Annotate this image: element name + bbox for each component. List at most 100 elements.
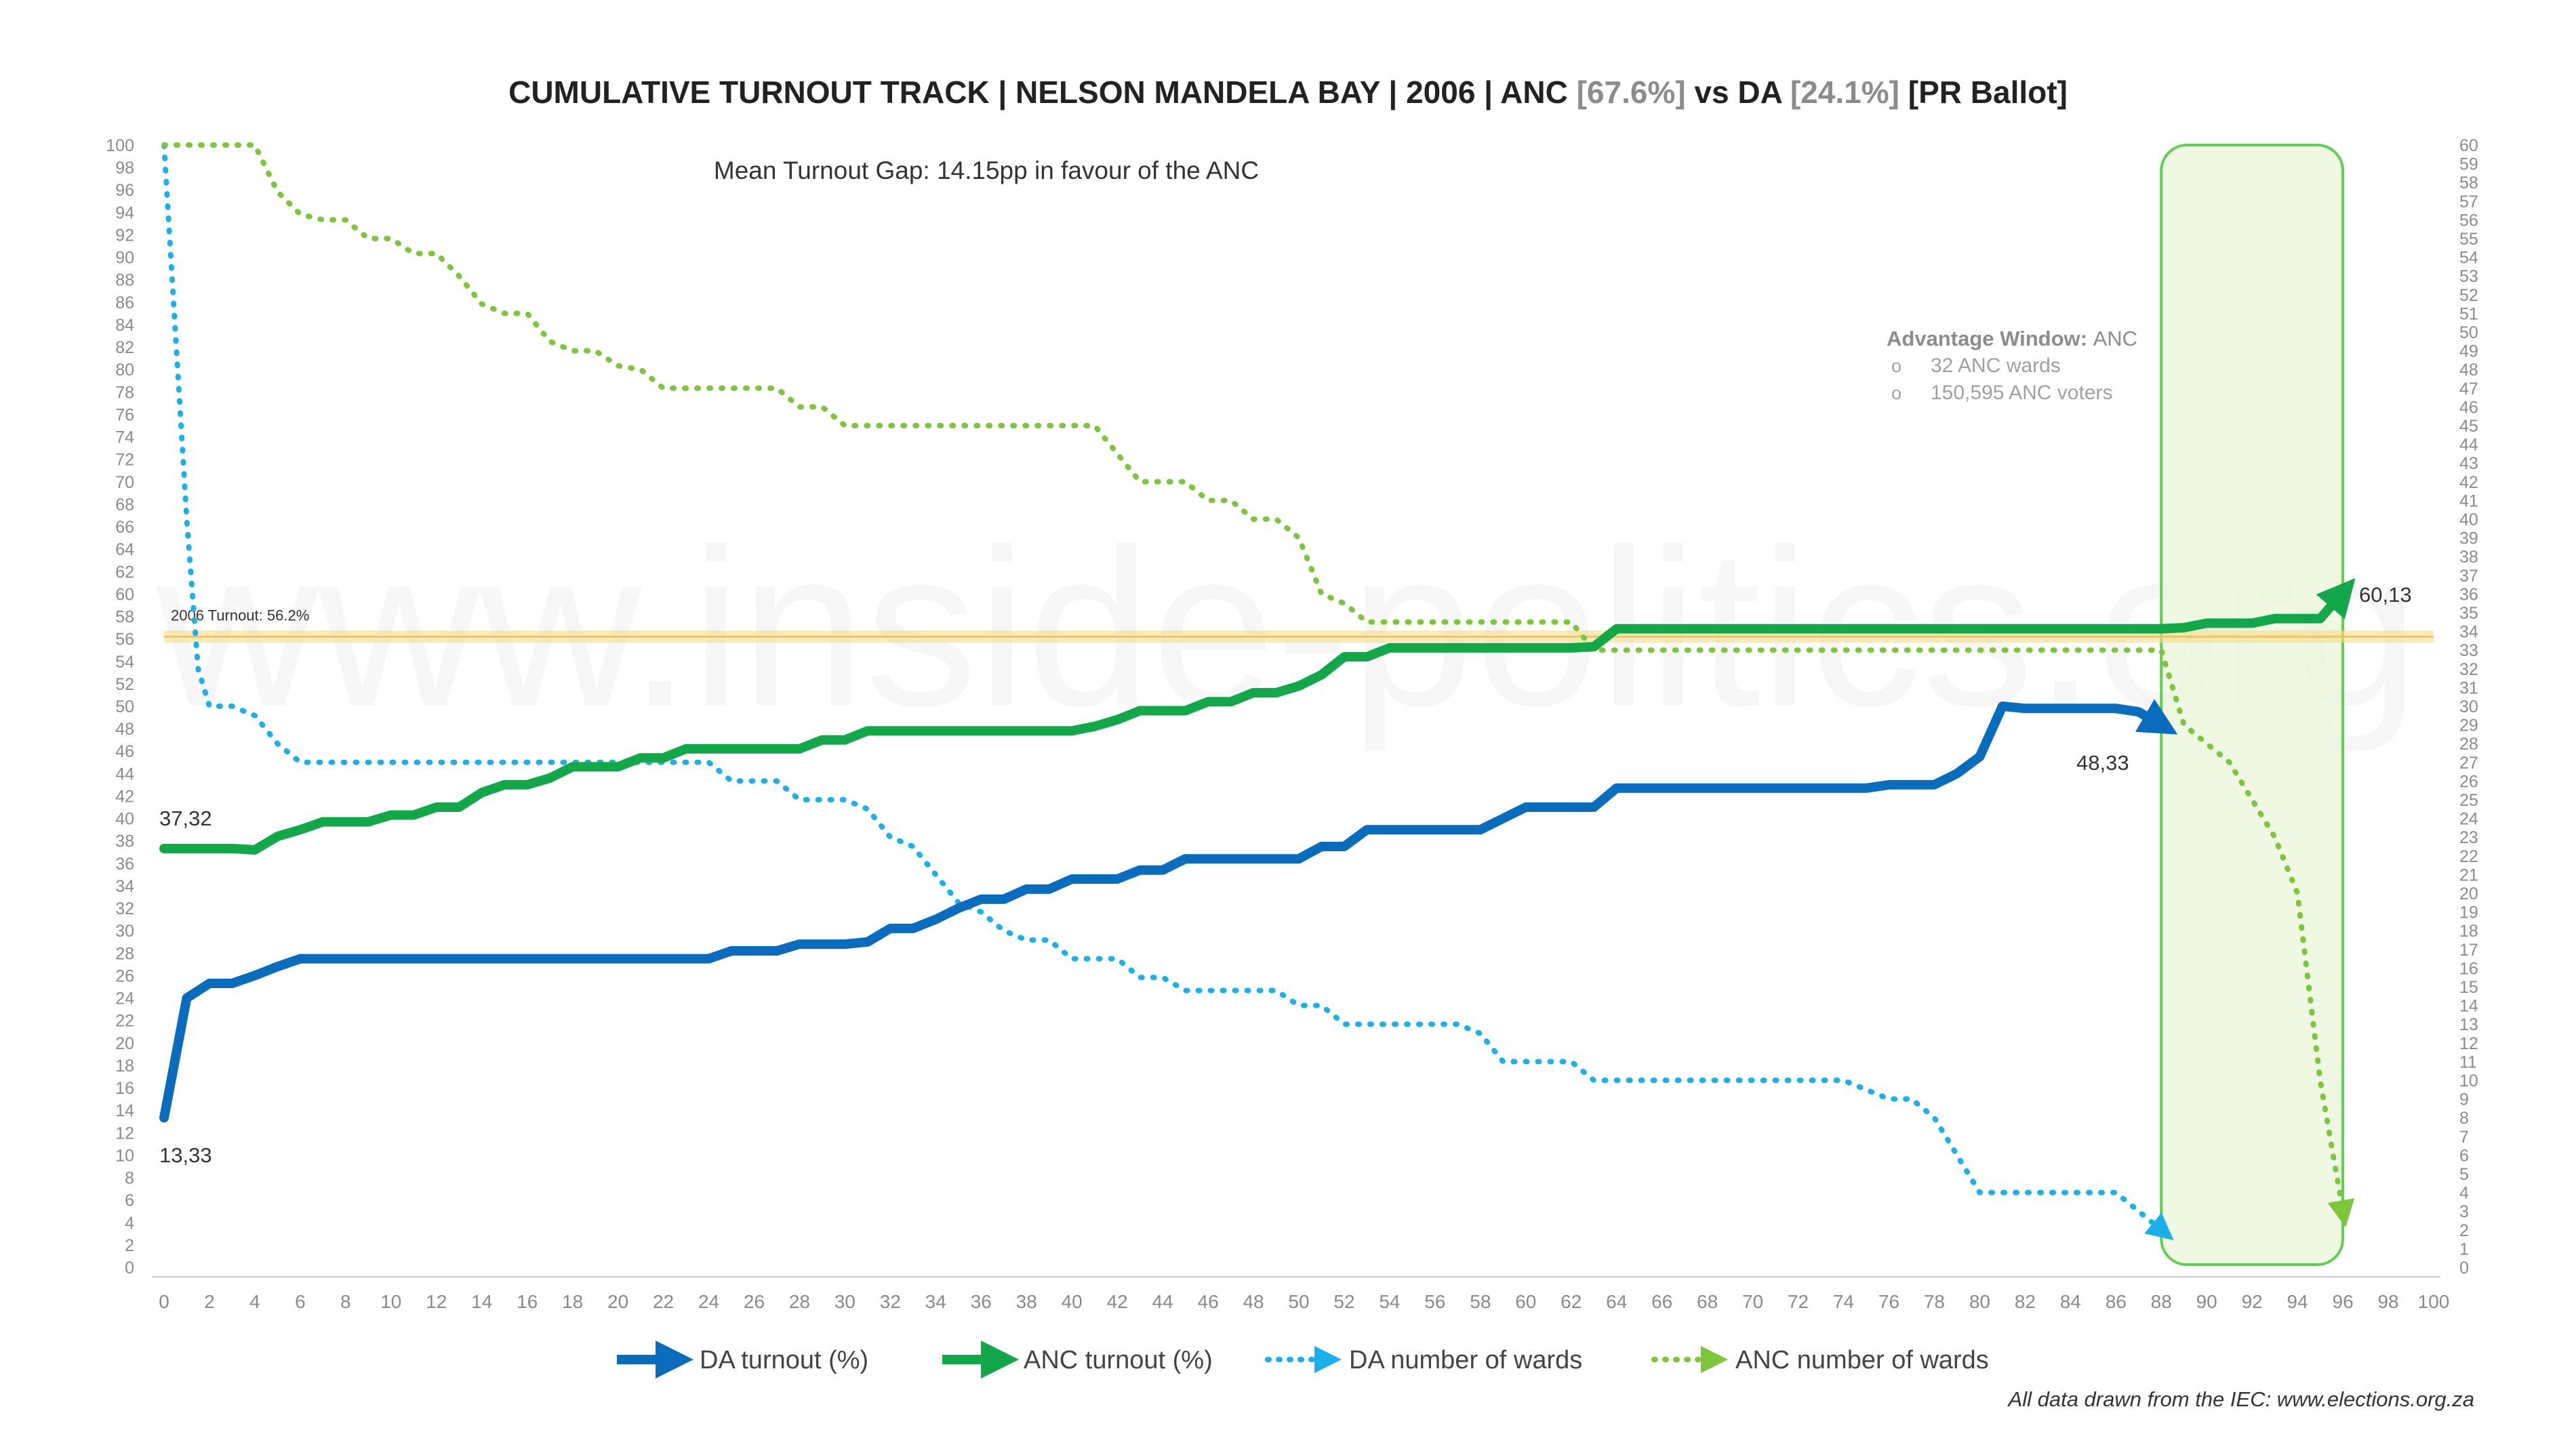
y-right-tick-label: 31 xyxy=(2459,678,2478,697)
x-tick-label: 28 xyxy=(789,1291,810,1312)
y-right-tick-label: 47 xyxy=(2459,380,2478,399)
x-tick-label: 36 xyxy=(971,1291,992,1312)
y-right-tick-label: 42 xyxy=(2459,473,2478,492)
reference-line: 2006 Turnout: 56.2% xyxy=(164,607,2434,643)
y-left-tick-label: 88 xyxy=(115,271,134,290)
y-left-tick-label: 28 xyxy=(115,944,134,963)
y-left-tick-label: 6 xyxy=(125,1191,134,1210)
y-left-tick-label: 0 xyxy=(125,1259,134,1278)
x-tick-label: 72 xyxy=(1788,1291,1809,1312)
x-tick-label: 66 xyxy=(1651,1291,1672,1312)
data-label-start-label: 13,33 xyxy=(159,1143,212,1167)
y-right-tick-label: 24 xyxy=(2459,810,2478,829)
y-right-tick-label: 38 xyxy=(2459,548,2478,567)
x-tick-label: 46 xyxy=(1198,1291,1219,1312)
x-tick-label: 74 xyxy=(1833,1291,1854,1312)
x-tick-label: 12 xyxy=(426,1291,447,1312)
data-label-start-label: 37,32 xyxy=(159,807,212,830)
y-right-tick-label: 26 xyxy=(2459,772,2478,791)
x-tick-label: 16 xyxy=(517,1291,538,1312)
x-tick-label: 60 xyxy=(1515,1291,1536,1312)
y-right-tick-label: 9 xyxy=(2459,1090,2469,1109)
y-right-tick-label: 17 xyxy=(2459,941,2478,960)
x-tick-label: 58 xyxy=(1470,1291,1491,1312)
x-tick-label: 10 xyxy=(380,1291,401,1312)
y-left-tick-label: 66 xyxy=(115,518,134,537)
y-left-tick-label: 30 xyxy=(115,922,134,941)
y-right-tick-label: 51 xyxy=(2459,304,2478,323)
y-left-tick-label: 2 xyxy=(125,1236,134,1255)
y-axis-right: 0123456789101112131415161718192021222324… xyxy=(2459,136,2478,1278)
y-right-tick-label: 32 xyxy=(2459,660,2478,679)
x-tick-label: 38 xyxy=(1016,1291,1037,1312)
y-left-tick-label: 8 xyxy=(125,1169,134,1188)
y-right-tick-label: 3 xyxy=(2459,1202,2469,1221)
y-right-tick-label: 44 xyxy=(2459,436,2478,455)
advantage-window-note: Advantage Window: ANC o 32 ANC wards o 1… xyxy=(1887,327,2137,404)
y-right-tick-label: 56 xyxy=(2459,211,2478,230)
x-tick-label: 44 xyxy=(1152,1291,1173,1312)
x-tick-label: 82 xyxy=(2015,1291,2036,1312)
y-right-tick-label: 2 xyxy=(2459,1221,2469,1240)
legend-label-anc-wards: ANC number of wards xyxy=(1735,1346,1989,1374)
x-tick-label: 26 xyxy=(744,1291,765,1312)
y-left-tick-label: 84 xyxy=(115,316,134,335)
advantage-item-voters: 150,595 ANC voters xyxy=(1931,382,2113,404)
y-left-tick-label: 100 xyxy=(106,136,134,155)
y-right-tick-label: 59 xyxy=(2459,155,2478,174)
x-tick-label: 32 xyxy=(880,1291,901,1312)
x-tick-label: 86 xyxy=(2106,1291,2127,1312)
y-right-tick-label: 54 xyxy=(2459,249,2478,268)
y-right-tick-label: 33 xyxy=(2459,641,2478,660)
x-axis: 0 2 4 6 8 10 12 14 16 18 20 22 24 26 28 30 32 34 36 38 40 42 4… xyxy=(152,1276,2450,1312)
y-left-tick-label: 98 xyxy=(115,159,134,178)
footer-source: All data drawn from the IEC: www.electio… xyxy=(2007,1387,2474,1411)
y-left-tick-label: 32 xyxy=(115,899,134,918)
y-right-tick-label: 11 xyxy=(2459,1053,2477,1072)
y-right-tick-label: 37 xyxy=(2459,567,2478,586)
y-left-tick-label: 58 xyxy=(115,608,134,627)
y-left-tick-label: 48 xyxy=(115,720,134,739)
x-tick-label: 30 xyxy=(834,1291,856,1312)
y-left-tick-label: 36 xyxy=(115,855,134,874)
series-line-3 xyxy=(161,142,2355,1227)
y-left-tick-label: 72 xyxy=(115,451,134,470)
x-tick-label: 88 xyxy=(2151,1291,2172,1312)
y-right-tick-label: 25 xyxy=(2459,791,2478,810)
y-left-tick-label: 86 xyxy=(115,293,134,312)
x-tick-label: 8 xyxy=(340,1291,351,1312)
y-right-tick-label: 4 xyxy=(2459,1184,2469,1203)
x-tick-label: 42 xyxy=(1107,1291,1128,1312)
y-left-tick-label: 60 xyxy=(115,585,134,604)
advantage-window xyxy=(2160,144,2345,1266)
x-tick-label: 100 xyxy=(2418,1291,2450,1312)
y-left-tick-label: 22 xyxy=(115,1012,134,1031)
y-right-tick-label: 40 xyxy=(2459,510,2478,529)
x-tick-label: 90 xyxy=(2196,1291,2217,1312)
y-left-tick-label: 42 xyxy=(115,787,134,806)
x-tick-label: 98 xyxy=(2377,1291,2398,1312)
title-part-3: [24.1%] xyxy=(1790,75,1899,110)
legend-item-da-wards: DA number of wards xyxy=(1265,1346,1582,1374)
y-right-tick-label: 19 xyxy=(2459,903,2478,922)
svg-text:Advantage Window: ANC: Advantage Window: ANC xyxy=(1887,327,2137,350)
x-tick-label: 48 xyxy=(1243,1291,1264,1312)
y-right-tick-label: 57 xyxy=(2459,192,2478,211)
x-tick-label: 6 xyxy=(295,1291,306,1312)
y-right-tick-label: 5 xyxy=(2459,1165,2469,1184)
y-right-tick-label: 20 xyxy=(2459,884,2478,903)
legend-item-anc-turnout: ANC turnout (%) xyxy=(942,1341,1213,1379)
y-right-tick-label: 16 xyxy=(2459,959,2478,978)
y-right-tick-label: 7 xyxy=(2459,1128,2469,1147)
x-tick-label: 96 xyxy=(2333,1291,2354,1312)
y-axis-left: 0246810121416182022242628303234363840424… xyxy=(106,136,134,1278)
y-right-tick-label: 12 xyxy=(2459,1034,2478,1053)
x-tick-label: 50 xyxy=(1288,1291,1309,1312)
y-left-tick-label: 24 xyxy=(115,989,134,1008)
y-right-tick-label: 21 xyxy=(2459,865,2478,884)
y-left-tick-label: 56 xyxy=(115,630,134,649)
x-tick-label: 54 xyxy=(1379,1291,1400,1312)
advantage-item-wards: 32 ANC wards xyxy=(1931,354,2061,377)
y-right-tick-label: 45 xyxy=(2459,417,2478,436)
